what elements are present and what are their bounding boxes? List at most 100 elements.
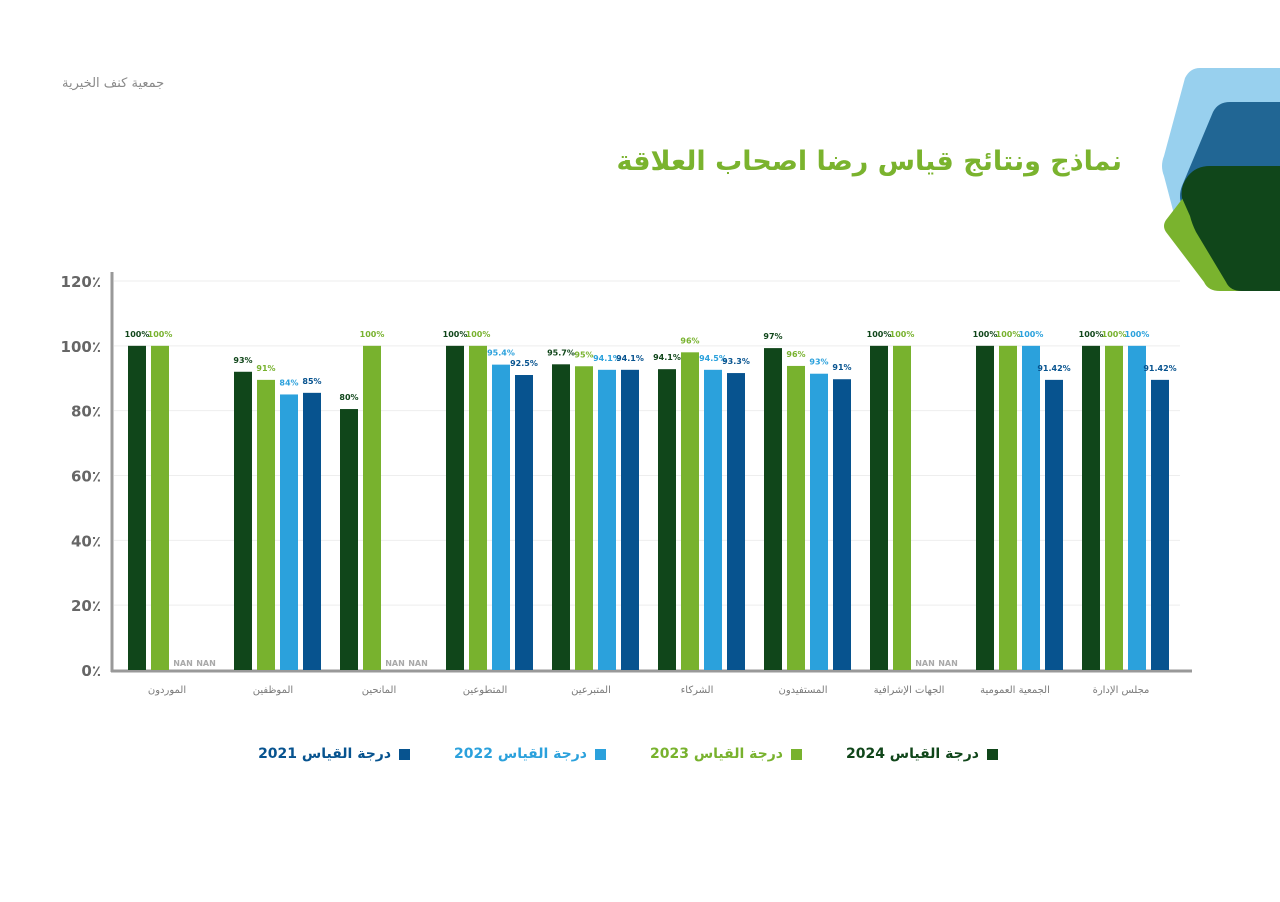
data-label: 100%: [148, 330, 173, 339]
bar: [1151, 379, 1169, 670]
data-label: 80%: [339, 393, 358, 402]
bar: [151, 345, 169, 670]
data-label: 100%: [996, 330, 1021, 339]
bar: [810, 373, 828, 670]
legend-label: درجة القياس 2023: [650, 746, 783, 762]
data-label: 94.1%: [653, 353, 681, 362]
x-category-label: الموردون: [148, 685, 186, 696]
data-label-nan: NAN: [385, 659, 405, 668]
bar: [1105, 345, 1123, 670]
data-label: 100%: [890, 330, 915, 339]
data-label-nan: NAN: [408, 659, 428, 668]
data-label: 95.4%: [487, 349, 515, 358]
data-label: 100%: [1102, 330, 1127, 339]
data-label-nan: NAN: [196, 659, 216, 668]
x-category-label: الموظفين: [253, 685, 293, 696]
y-tick-label: 0٪: [81, 662, 101, 680]
data-label: 95.7%: [547, 348, 575, 357]
data-label: 94.1%: [593, 354, 621, 363]
y-tick-label: 80٪: [71, 403, 101, 421]
bar: [870, 345, 888, 670]
data-label: 92.5%: [510, 359, 538, 368]
data-label: 95%: [574, 350, 593, 359]
data-label-nan: NAN: [938, 659, 958, 668]
legend-swatch: [986, 748, 998, 760]
data-label: 91%: [256, 364, 275, 373]
data-label: 93%: [233, 356, 252, 365]
x-category-label: مجلس الإدارة: [1093, 685, 1150, 696]
bar: [128, 345, 146, 670]
data-label: 97%: [763, 332, 782, 341]
organization-name: جمعية كنف الخيرية: [62, 76, 165, 91]
legend-label: درجة القياس 2021: [258, 746, 392, 762]
data-label: 100%: [1079, 330, 1104, 339]
y-tick-label: 120٪: [61, 273, 101, 291]
bar: [303, 392, 321, 670]
data-label: 100%: [1019, 330, 1044, 339]
data-label: 96%: [680, 336, 699, 345]
page-title: نماذج ونتائج قياس رضا اصحاب العلاقة: [616, 146, 1123, 177]
bar: [363, 345, 381, 670]
data-label: 100%: [1125, 330, 1150, 339]
data-label: 94.1%: [616, 354, 644, 363]
data-label: 100%: [867, 330, 892, 339]
legend-label: درجة القياس 2022: [454, 746, 587, 762]
bar: [621, 369, 639, 670]
bar: [999, 345, 1017, 670]
bar: [893, 345, 911, 670]
bar: [515, 375, 533, 670]
y-tick-label: 100٪: [61, 338, 101, 356]
bar: [658, 369, 676, 670]
bar: [575, 366, 593, 670]
data-label: 94.5%: [699, 354, 727, 363]
data-label: 91.42%: [1037, 364, 1070, 373]
y-tick-label: 40٪: [71, 532, 101, 550]
legend-label: درجة القياس 2024: [845, 746, 979, 762]
x-category-label: المتطوعين: [463, 685, 508, 696]
legend-item: درجة القياس 2024: [846, 746, 998, 762]
data-label: 91%: [832, 363, 851, 372]
x-category-label: المانحين: [362, 685, 397, 696]
legend-item: درجة القياس 2022: [454, 746, 606, 762]
legend-swatch: [399, 748, 411, 760]
x-category-label: المتبرعين: [571, 685, 611, 696]
data-label: 93.3%: [722, 357, 750, 366]
bar: [1128, 345, 1146, 670]
satisfaction-bar-chart: 0٪20٪40٪60٪80٪100٪120٪100%100%NAN NANالمو…: [61, 272, 1192, 696]
bar: [598, 369, 616, 670]
chart-legend: درجة القياس 2024 درجة القياس 2023 درجة الق…: [0, 746, 1256, 762]
data-label-nan: NAN: [173, 659, 193, 668]
bar: [727, 373, 745, 670]
bar: [1082, 345, 1100, 670]
bar: [552, 364, 570, 670]
bar: [280, 394, 298, 670]
data-label: 96%: [786, 350, 805, 359]
bar: [469, 345, 487, 670]
legend-item: درجة القياس 2023: [650, 746, 802, 762]
bar: [1045, 379, 1063, 670]
data-label: 100%: [973, 330, 998, 339]
data-label: 100%: [466, 330, 491, 339]
bar: [492, 364, 510, 670]
data-label: 85%: [302, 377, 321, 386]
data-label: 93%: [809, 358, 828, 367]
y-tick-label: 20٪: [71, 597, 101, 615]
data-label: 84%: [279, 378, 298, 387]
data-label: 100%: [360, 330, 385, 339]
data-label: 91.42%: [1143, 364, 1176, 373]
x-category-label: المستفيدون: [778, 685, 827, 696]
bar: [764, 348, 782, 670]
x-category-label: الشركاء: [681, 685, 714, 696]
bar: [704, 369, 722, 670]
bar: [681, 352, 699, 670]
y-tick-label: 60٪: [71, 468, 101, 486]
bar: [976, 345, 994, 670]
x-category-label: الجمعية العمومية: [980, 685, 1050, 696]
data-label: 100%: [125, 330, 150, 339]
legend-item: درجة القياس 2021: [258, 746, 411, 762]
bar: [340, 409, 358, 670]
data-label: 100%: [443, 330, 468, 339]
x-category-label: الجهات الإشرافية: [874, 685, 945, 696]
legend-swatch: [790, 748, 802, 760]
bar: [787, 365, 805, 670]
